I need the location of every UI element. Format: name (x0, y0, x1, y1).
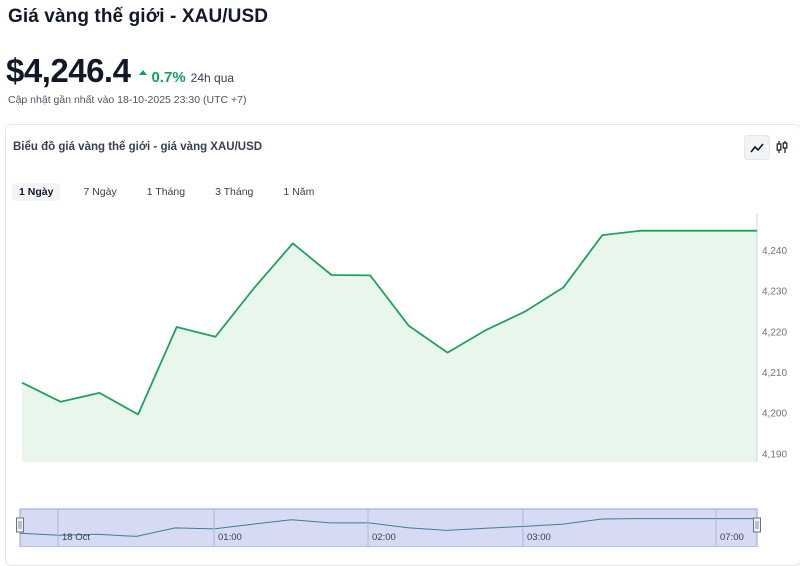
navigator-time-label: 01:00 (218, 532, 242, 543)
timeframe-tabs: 1 Ngày 7 Ngày 1 Tháng 3 Tháng 1 Năm (12, 183, 337, 201)
navigator-time-label: 07:00 (720, 532, 744, 543)
navigator-selection (19, 508, 758, 547)
navigator-time-label: 02:00 (372, 532, 396, 543)
tab-1-month[interactable]: 1 Tháng (146, 186, 186, 198)
line-chart-icon (750, 142, 764, 152)
y-tick-label: 4,200 (762, 409, 787, 420)
y-tick-label: 4,190 (762, 449, 787, 460)
chart-type-toggle (744, 135, 794, 160)
y-tick-label: 4,220 (762, 327, 787, 338)
tab-1-day[interactable]: 1 Ngày (12, 183, 61, 201)
tab-3-months[interactable]: 3 Tháng (215, 186, 254, 198)
candlestick-button[interactable] (770, 135, 794, 158)
line-chart-button[interactable] (744, 135, 770, 160)
price-chart[interactable]: 4,190 4,200 4,210 4,220 4,230 4,240 18 Oct 01:0… (0, 0, 800, 547)
y-tick-label: 4,210 (762, 368, 787, 379)
price-line (21, 229, 757, 416)
navigator-line (19, 518, 757, 537)
chart-card-title: Biểu đồ giá vàng thế giới - giá vàng XAU… (13, 141, 263, 153)
price-change-period: 24h qua (190, 71, 235, 85)
y-tick-label: 4,240 (762, 246, 787, 257)
y-tick-label: 4,230 (762, 287, 787, 298)
up-arrow-icon (139, 70, 148, 75)
navigator-left-handle[interactable] (16, 517, 24, 533)
current-price: $4,246.4 (6, 52, 131, 89)
navigator-right-handle[interactable] (753, 517, 761, 533)
tab-7-days[interactable]: 7 Ngày (83, 186, 117, 198)
navigator-time-label: 03:00 (527, 532, 551, 543)
last-updated: Cập nhật gần nhất vào 18-10-2025 23:30 (… (8, 94, 247, 106)
price-row: $4,246.4 0.7% 24h qua (6, 52, 234, 90)
tab-1-year[interactable]: 1 Năm (283, 186, 315, 198)
navigator-time-label: 18 Oct (62, 532, 90, 543)
candlestick-icon (776, 140, 788, 153)
price-area (22, 230, 757, 462)
page-title: Giá vàng thế giới - XAU/USD (8, 6, 269, 27)
price-change-percent: 0.7% (151, 69, 186, 86)
